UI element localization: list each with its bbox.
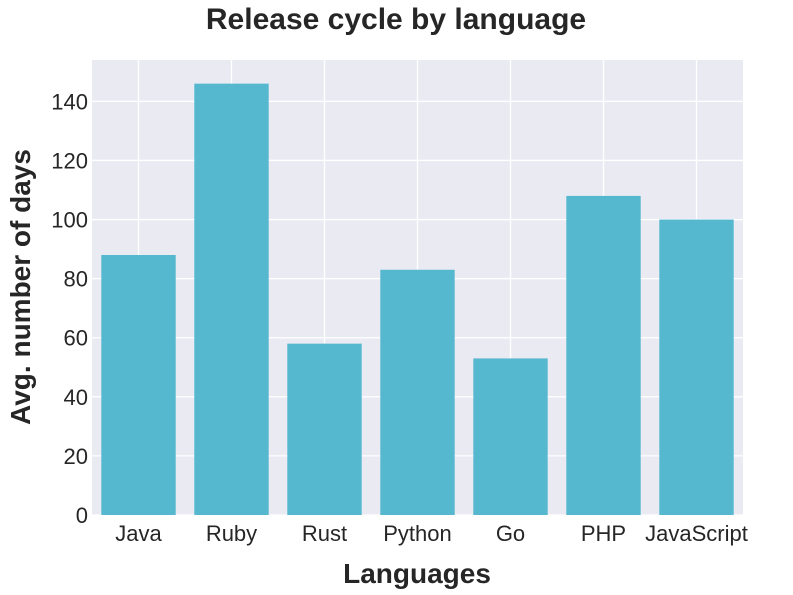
x-tick-label: Go bbox=[496, 521, 525, 546]
y-tick-label: 60 bbox=[64, 326, 88, 351]
chart-title: Release cycle by language bbox=[206, 3, 586, 36]
y-tick-label: 0 bbox=[76, 503, 88, 528]
bar-javascript bbox=[659, 219, 734, 515]
y-axis-label: Avg. number of days bbox=[5, 149, 36, 425]
x-tick-label: Rust bbox=[302, 521, 347, 546]
y-tick-label: 80 bbox=[64, 267, 88, 292]
bar-python bbox=[380, 269, 455, 515]
x-axis-label: Languages bbox=[343, 558, 491, 589]
bar-php bbox=[566, 195, 641, 515]
bar-ruby bbox=[194, 83, 269, 516]
x-tick-label: Java bbox=[115, 521, 162, 546]
bar-rust bbox=[287, 343, 362, 515]
y-tick-label: 40 bbox=[64, 385, 88, 410]
x-tick-label: Python bbox=[383, 521, 452, 546]
y-tick-label: 140 bbox=[51, 89, 88, 114]
x-tick-label: PHP bbox=[581, 521, 626, 546]
x-tick-label: Ruby bbox=[206, 521, 257, 546]
bar-java bbox=[101, 255, 176, 515]
y-tick-label: 100 bbox=[51, 208, 88, 233]
bar-go bbox=[473, 358, 548, 515]
y-axis-ticks: 0 20 40 60 80 100 120 140 bbox=[51, 89, 88, 528]
y-tick-label: 120 bbox=[51, 148, 88, 173]
x-tick-label: JavaScript bbox=[645, 521, 748, 546]
x-axis-ticks: Java Ruby Rust Python Go PHP JavaScript bbox=[115, 521, 748, 546]
y-tick-label: 20 bbox=[64, 444, 88, 469]
bars bbox=[101, 83, 734, 516]
